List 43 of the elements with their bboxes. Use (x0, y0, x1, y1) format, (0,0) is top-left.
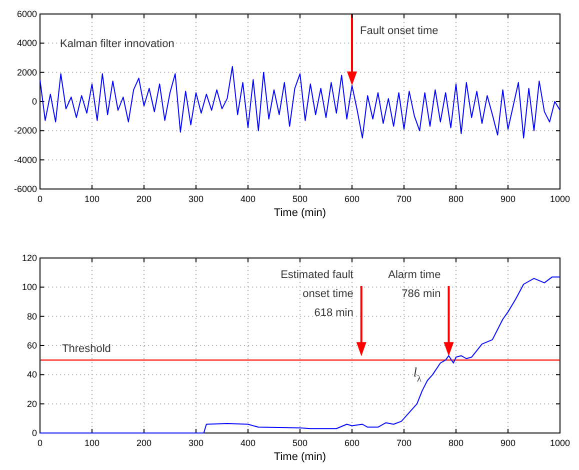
ref-line-label: Fault onset time (360, 25, 438, 37)
ref-line-label: Threshold (62, 343, 111, 356)
x-axis-title: Time (min) (274, 207, 326, 219)
y-tick-label: 120 (22, 253, 37, 263)
x-tick-label: 600 (344, 194, 360, 204)
y-tick-label: 2000 (16, 67, 37, 78)
x-tick-label: 200 (136, 194, 152, 204)
x-tick-label: 1000 (550, 438, 570, 448)
y-tick-label: 100 (22, 282, 37, 292)
x-tick-label: 600 (344, 438, 360, 448)
x-tick-label: 900 (500, 194, 516, 204)
y-tick-label: 60 (26, 340, 37, 350)
line-series (40, 66, 560, 138)
x-tick-label: 400 (240, 438, 256, 448)
x-tick-label: 100 (84, 438, 100, 448)
x-tick-label: 400 (240, 194, 256, 204)
x-tick-label: 100 (84, 194, 100, 204)
y-tick-label: 4000 (16, 38, 37, 48)
x-tick-label: 700 (396, 194, 412, 204)
text: Kalman filter innovation (60, 38, 174, 50)
y-tick-label: -4000 (14, 154, 37, 165)
x-tick-label: 700 (396, 438, 412, 448)
x-tick-label: 1000 (550, 194, 570, 204)
y-tick-label: 80 (26, 311, 37, 322)
x-tick-label: 300 (188, 194, 204, 204)
y-tick-label: 0 (32, 96, 37, 106)
x-tick-label: 800 (448, 194, 464, 204)
y-tick-label: -2000 (14, 126, 37, 136)
x-tick-label: 500 (292, 438, 308, 448)
y-tick-label: 0 (32, 428, 37, 438)
ref-line-label: Estimated fault onset time 618 min (280, 269, 354, 319)
ref-line-label: Alarm time 786 min (388, 269, 441, 300)
y-tick-label: -6000 (14, 184, 37, 194)
y-tick-label: 20 (26, 398, 37, 409)
x-axis-title: Time (min) (274, 451, 326, 463)
x-tick-label: 500 (292, 194, 308, 204)
y-tick-label: 40 (26, 370, 37, 380)
x-tick-label: 900 (500, 438, 516, 448)
x-tick-label: 200 (136, 438, 152, 448)
x-tick-label: 800 (448, 438, 464, 448)
y-tick-label: 6000 (16, 9, 37, 19)
x-tick-label: 300 (188, 438, 204, 448)
series-label: l$_{λ}$ (413, 364, 422, 384)
